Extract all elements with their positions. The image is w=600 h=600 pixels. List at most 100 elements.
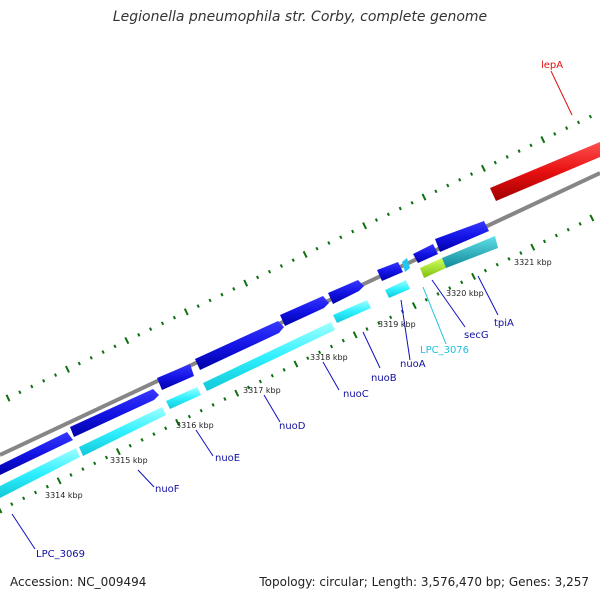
tick-mark: [183, 308, 189, 316]
cds-reverse-2[interactable]: [79, 407, 166, 456]
gene-label-secG[interactable]: secG: [464, 330, 489, 341]
tick-mark: [362, 222, 368, 230]
tick-mark: [0, 507, 3, 514]
gene-label-nuoC[interactable]: nuoC: [343, 389, 369, 400]
lepA-feature[interactable]: [490, 142, 600, 201]
tick-mark: [566, 227, 570, 232]
tick-mark: [18, 390, 22, 395]
tick-mark: [421, 193, 427, 201]
gene-label-lepA[interactable]: lepA: [541, 60, 563, 71]
gene-label-nuoD[interactable]: nuoD: [279, 421, 306, 432]
tick-mark: [199, 408, 203, 413]
tick-mark: [258, 379, 262, 384]
tick-mark: [187, 414, 191, 419]
tick-mark: [164, 426, 168, 431]
tick-mark: [530, 243, 536, 251]
cds-tpiA[interactable]: [435, 221, 489, 252]
tick-mark: [341, 338, 345, 343]
tick-mark: [471, 272, 476, 280]
tick-mark: [469, 172, 474, 176]
tick-mark: [460, 280, 464, 285]
tick-mark: [436, 292, 440, 296]
tick-mark: [386, 212, 390, 217]
tick-label-3319: 3319 kbp: [378, 320, 416, 329]
cds-nuoC[interactable]: [280, 296, 329, 326]
tick-mark: [223, 397, 227, 401]
cds-nuoD[interactable]: [195, 321, 284, 370]
tick-mark: [172, 315, 176, 320]
tick-mark: [101, 350, 105, 354]
tick-mark: [137, 332, 141, 337]
tick-mark: [149, 327, 153, 331]
tick-mark: [160, 321, 165, 326]
tick-mark: [256, 275, 260, 280]
tick-mark: [318, 350, 322, 355]
accession-text: Accession: NC_009494: [10, 575, 147, 589]
tick-mark: [576, 120, 581, 125]
cds-reverse-5[interactable]: [333, 300, 371, 323]
tick-mark: [234, 389, 240, 397]
cds-LPC_3069[interactable]: [0, 432, 73, 475]
tick-mark: [33, 490, 38, 495]
tick-mark: [517, 149, 521, 153]
tick-mark: [270, 373, 274, 378]
tick-mark: [56, 477, 62, 485]
cds-reverse-4[interactable]: [203, 322, 335, 391]
gene-label-tpiA[interactable]: tpiA: [494, 318, 514, 329]
tick-label-3316: 3316 kbp: [176, 421, 214, 430]
tick-mark: [434, 189, 438, 194]
tick-mark: [565, 126, 569, 131]
tick-mark: [540, 136, 546, 144]
tick-label-3318: 3318 kbp: [310, 353, 348, 362]
tick-mark: [411, 302, 417, 310]
tick-mark: [53, 373, 58, 377]
genome-summary-text: Topology: circular; Length: 3,576,470 bp…: [259, 575, 589, 589]
map-title: Legionella pneumophila str. Corby, compl…: [112, 9, 488, 25]
tick-mark: [124, 336, 130, 345]
feature-secG-green[interactable]: [420, 258, 446, 278]
gene-label-LPC_3076[interactable]: LPC_3076: [420, 345, 469, 356]
tick-label-3314: 3314 kbp: [45, 491, 83, 500]
tick-mark: [410, 200, 414, 205]
tick-mark: [30, 384, 34, 389]
cds-nuoA[interactable]: [377, 262, 403, 281]
cds-secG[interactable]: [413, 244, 438, 263]
tick-mark: [529, 143, 533, 148]
tick-mark: [389, 315, 393, 320]
tick-mark: [128, 443, 132, 448]
tick-mark: [267, 269, 272, 274]
cds-nuoB[interactable]: [328, 280, 364, 304]
cds-nuoF[interactable]: [70, 389, 159, 437]
tick-mark: [208, 298, 212, 303]
tick-mark: [339, 235, 343, 240]
tick-mark: [282, 367, 286, 372]
cds-nuoE[interactable]: [157, 364, 194, 390]
cds-reverse-1[interactable]: [0, 448, 80, 498]
gene-label-LPC_3069[interactable]: LPC_3069: [36, 549, 85, 560]
gene-label-nuoE[interactable]: nuoE: [215, 453, 240, 464]
tick-mark: [377, 321, 381, 325]
tick-mark: [232, 287, 236, 291]
inner-tick-ring: [0, 214, 595, 514]
tick-mark: [306, 356, 310, 361]
cds-reverse-3[interactable]: [166, 387, 201, 409]
tick-mark: [42, 378, 46, 383]
tick-label-3320: 3320 kbp: [446, 289, 484, 298]
tick-label-3315: 3315 kbp: [110, 456, 148, 465]
tick-mark: [505, 154, 509, 159]
tick-mark: [5, 394, 11, 402]
tick-label-3321: 3321 kbp: [514, 258, 552, 267]
cds-LPC_3076[interactable]: [402, 258, 410, 272]
gene-label-nuoB[interactable]: nuoB: [371, 373, 397, 384]
tick-mark: [196, 304, 200, 309]
cds-reverse-6[interactable]: [385, 280, 410, 298]
tick-mark: [140, 438, 144, 442]
tick-mark: [424, 297, 428, 302]
tick-mark: [291, 258, 295, 263]
forward-cds-track: [0, 221, 489, 475]
gene-label-nuoA[interactable]: nuoA: [400, 359, 426, 370]
gene-label-nuoF[interactable]: nuoF: [155, 484, 180, 495]
tick-mark: [175, 418, 180, 426]
cds-reverse-8[interactable]: [442, 236, 498, 268]
